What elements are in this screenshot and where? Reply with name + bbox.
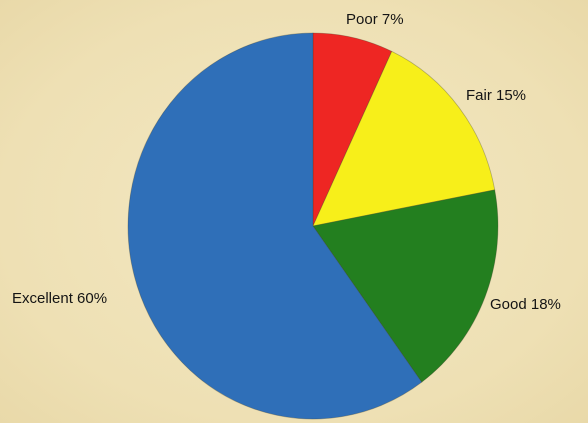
pie-slices xyxy=(127,32,499,420)
pie-slice-good xyxy=(312,189,499,383)
pie-slice-fair xyxy=(312,50,496,227)
pie-slice-excellent xyxy=(127,32,423,420)
slice-label-poor: Poor 7% xyxy=(346,11,404,28)
pie-labels: Poor 7% Fair 15% Good 18% Excellent 60% xyxy=(12,11,561,313)
slice-label-good: Good 18% xyxy=(490,296,561,313)
slice-label-fair: Fair 15% xyxy=(466,87,526,104)
slice-label-excellent: Excellent 60% xyxy=(12,290,107,307)
pie-slice-poor xyxy=(312,32,393,227)
